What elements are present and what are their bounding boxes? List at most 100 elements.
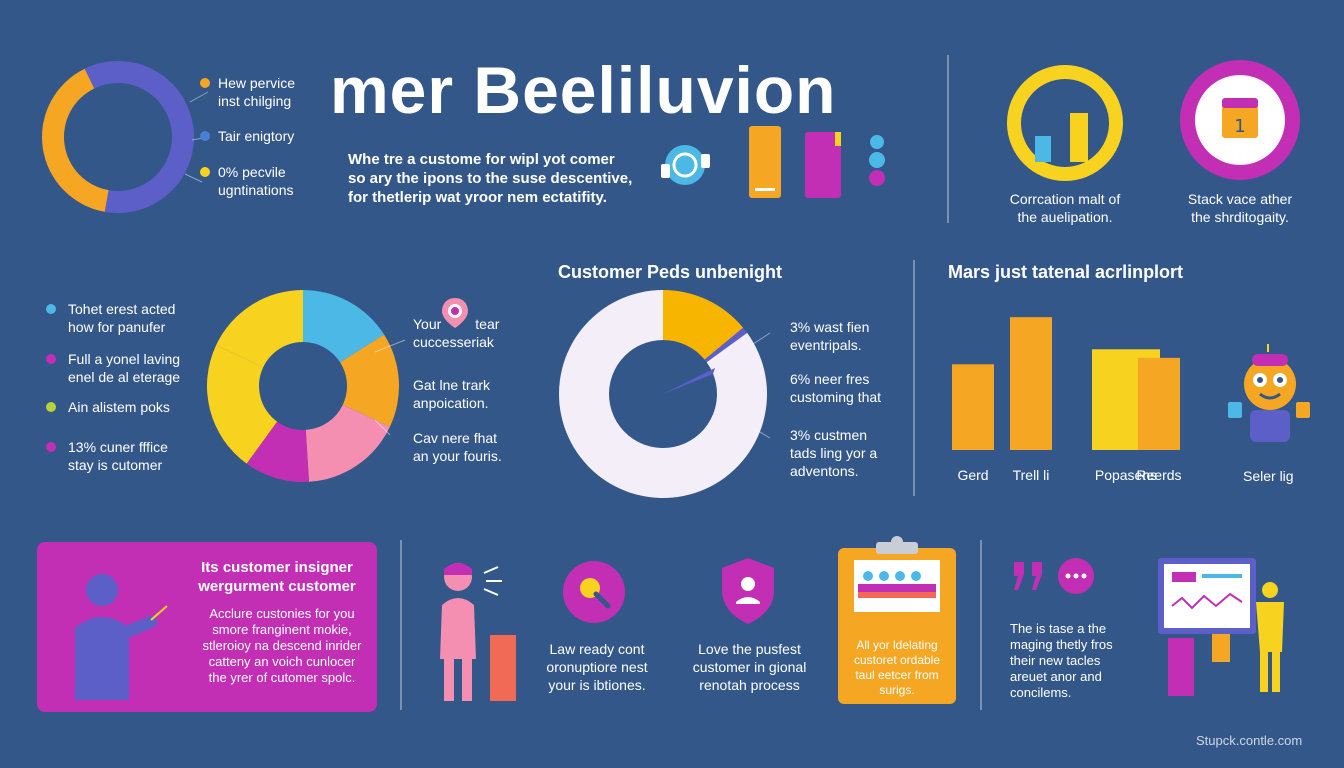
bottom-col-text: The is tase a the maging thetly fros the…: [1010, 621, 1160, 701]
leader-line: [374, 339, 406, 353]
text-line: All yor ldelating: [856, 638, 938, 652]
donut-slice: [84, 61, 194, 213]
intro-text: Whe tre a custome for wipl yot comer so …: [348, 150, 638, 207]
bar: [1010, 317, 1052, 450]
label-word: tear: [475, 316, 500, 332]
label-line: adventons.: [790, 463, 859, 479]
text-line: customer in gional: [692, 659, 807, 675]
text-line: The is tase a the: [1010, 621, 1107, 636]
clipboard-icon: [854, 536, 940, 612]
intro-line: for thetlerip wat yroor nem ectatifity.: [348, 189, 607, 206]
bar-category-label: Reerds: [1136, 467, 1181, 483]
legend-dot: [200, 131, 210, 141]
text-line: taul eetcer from: [855, 668, 939, 682]
donut-slice: [663, 290, 744, 360]
divider: [980, 540, 982, 710]
bottom-col-text: Love the pusfest customer in gional reno…: [682, 640, 817, 694]
woman-speaking-icon: [440, 563, 516, 701]
card-body-line: Acclure custonies for you: [209, 606, 355, 621]
label-line: eventripals.: [790, 337, 862, 353]
label-word: Your: [413, 316, 442, 332]
text-line: Law ready cont: [549, 641, 645, 657]
card-body: Acclure custonies for you smore frangine…: [187, 606, 377, 686]
card-body-line: smore franginent mokie,: [212, 622, 352, 637]
center-label: 3% wast fien eventripals.: [790, 318, 869, 354]
calendar-ring-icon: 1: [1180, 60, 1300, 180]
intro-icons: [661, 126, 885, 198]
label-line: 3% custmen: [790, 427, 868, 443]
info-icon: [46, 304, 56, 314]
presenter-icon: [75, 574, 168, 700]
bar-category-label: Gerd: [957, 467, 988, 483]
label-line: cuccesseriak: [413, 334, 494, 350]
mid-right-label: Your tear cuccesseriak: [413, 315, 513, 351]
legend-label: Tair enigtory: [218, 128, 295, 144]
legend-text: 0% pecvile ugntinations: [218, 163, 294, 199]
label-line: Cav nere fhat: [413, 430, 498, 446]
page-title: mer Beeliluvion: [330, 53, 837, 127]
text-line: Love the pusfest: [698, 641, 801, 657]
donut-slice: [303, 290, 385, 363]
legend-label: how for panufer: [68, 319, 166, 335]
card-title-line: wergurment customer: [198, 578, 356, 595]
mid-donut-chart: [207, 290, 406, 482]
mid-right-label: Cav nere fhat an your fouris.: [413, 429, 502, 465]
text-line: your is ibtiones.: [548, 677, 646, 693]
card-title-line: Its customer insigner: [201, 559, 353, 576]
bar: [952, 364, 994, 450]
legend-text: 13% cuner fffice stay is cutomer: [68, 438, 168, 474]
card-caption: Corrcation malt of the auelipation.: [985, 190, 1145, 226]
text-line: oronuptiore nest: [546, 659, 648, 675]
legend-label: 13% cuner fffice: [68, 439, 168, 455]
center-chart-title: Customer Peds unbenight: [558, 262, 783, 282]
text-line: their new tacles: [1010, 653, 1101, 668]
legend-item: 13% cuner fffice stay is cutomer: [46, 438, 168, 474]
label-line: customing that: [790, 389, 882, 405]
donut-slice: [41, 68, 109, 212]
legend-label: Ain alistem poks: [68, 399, 170, 415]
card-title: Its customer insigner wergurment custome…: [187, 558, 367, 596]
leader-line: [374, 419, 391, 436]
quote-chat-icon: [1014, 558, 1094, 594]
card-body-line: the yrer of cutomer spolc.: [208, 670, 356, 685]
legend-dot: [200, 78, 210, 88]
label-line: an your fouris.: [413, 448, 502, 464]
globe-icon: [661, 145, 710, 185]
center-label: 6% neer fres customing that: [790, 370, 881, 406]
divider: [913, 260, 915, 496]
donut-slice: [704, 327, 748, 363]
text-line: custoret ordable: [853, 653, 941, 667]
legend-dot: [200, 167, 210, 177]
label-line: 3% wast fien: [790, 319, 870, 335]
shield-user-icon: [722, 558, 774, 624]
alert-icon: [46, 442, 56, 452]
caption-line: Corrcation malt of: [1009, 191, 1121, 207]
legend-item: Tohet erest acted how for panufer: [46, 300, 175, 336]
card-body-line: catteny an voich cunlocer: [208, 654, 356, 669]
dollar-icon: [46, 354, 56, 364]
label-line: 6% neer fres: [790, 371, 870, 387]
leader-line: [752, 427, 771, 439]
legend-label: inst chilging: [218, 93, 292, 109]
center-donut-chart: [559, 290, 771, 498]
presentation-board-icon: [1158, 558, 1284, 696]
legend-label: enel de al eterage: [68, 369, 181, 385]
caption-line: the auelipation.: [1017, 209, 1113, 225]
person-icon: [869, 135, 885, 186]
legend-label: Full a yonel laving: [68, 351, 181, 367]
clipboard-text: All yor ldelating custoret ordable taul …: [842, 638, 952, 698]
leader-line: [184, 173, 203, 183]
intro-line: Whe tre a custome for wipl yot comer: [348, 151, 615, 168]
mid-right-label: Gat lne trark anpoication.: [413, 376, 490, 412]
legend-text: Tohet erest acted how for panufer: [68, 300, 175, 336]
text-line: surigs.: [879, 683, 915, 697]
bar-category-label: Popasens: [1095, 467, 1157, 483]
donut-pointer: [663, 368, 715, 394]
bar-chart-title: Mars just tatenal acrlinplort: [948, 262, 1184, 282]
bar-category-label: Trell li: [1013, 467, 1050, 483]
watermark: Stupck.contle.com: [1196, 733, 1303, 748]
donut-slice: [216, 290, 303, 368]
label-line: anpoication.: [413, 395, 489, 411]
legend-label: ugntinations: [218, 182, 294, 198]
leader-line: [749, 332, 771, 347]
